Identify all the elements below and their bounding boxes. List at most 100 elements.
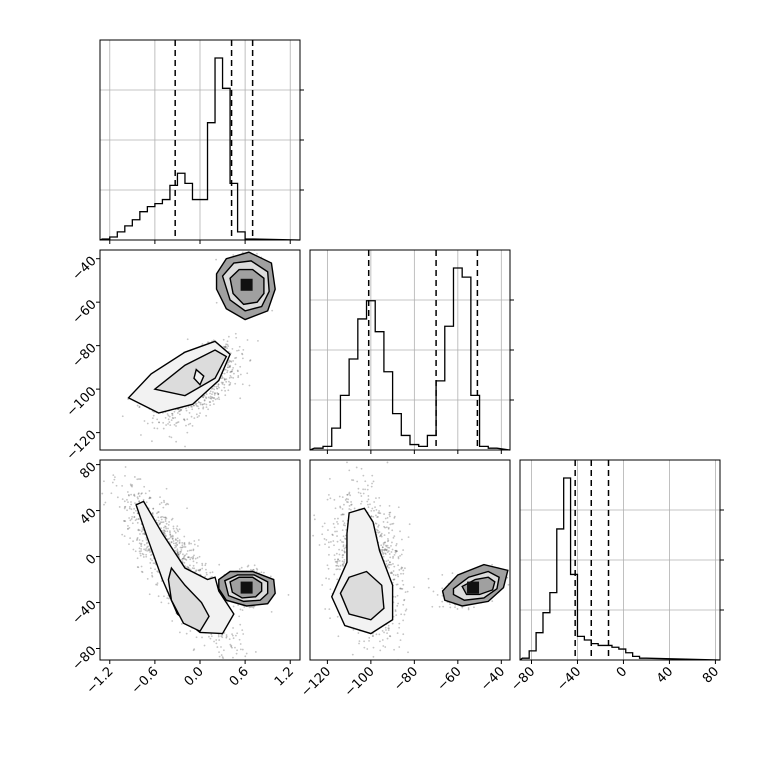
- scatter-point: [186, 431, 189, 434]
- scatter-point: [342, 554, 345, 556]
- scatter-point: [229, 382, 232, 384]
- scatter-point: [140, 543, 142, 546]
- scatter-point: [326, 564, 329, 567]
- scatter-point: [170, 541, 173, 543]
- scatter-point: [136, 557, 139, 560]
- scatter-point: [339, 564, 342, 567]
- scatter-point: [177, 421, 180, 423]
- scatter-point: [202, 396, 205, 399]
- scatter-point: [139, 552, 142, 555]
- scatter-point: [188, 542, 191, 545]
- scatter-point: [177, 553, 180, 556]
- scatter-point: [327, 493, 330, 496]
- scatter-point: [123, 535, 126, 538]
- scatter-point: [218, 563, 221, 566]
- scatter-point: [176, 529, 179, 531]
- scatter-point: [341, 508, 344, 510]
- scatter-point: [230, 360, 233, 363]
- scatter-point: [188, 541, 191, 544]
- scatter-point: [203, 402, 206, 405]
- scatter-point: [157, 516, 160, 519]
- x-tick-label: 0.6: [227, 664, 252, 689]
- scatter-point: [130, 508, 133, 511]
- scatter-point: [123, 500, 126, 503]
- scatter-point: [393, 565, 396, 568]
- scatter-point: [177, 551, 179, 554]
- scatter-point: [348, 469, 351, 472]
- scatter-point: [378, 531, 381, 533]
- scatter-point: [157, 519, 160, 522]
- scatter-point: [171, 535, 174, 538]
- scatter-point: [140, 565, 143, 568]
- scatter-point: [199, 403, 202, 406]
- scatter-point: [242, 633, 245, 635]
- scatter-point: [236, 632, 239, 635]
- scatter-point: [217, 383, 220, 386]
- panel-frame: [309, 249, 511, 451]
- scatter-point: [403, 567, 406, 570]
- scatter-point: [223, 377, 226, 380]
- scatter-point: [327, 541, 330, 544]
- scatter-point: [385, 548, 388, 551]
- scatter-point: [336, 540, 339, 543]
- scatter-point: [186, 338, 189, 341]
- scatter-point: [99, 455, 101, 457]
- scatter-point: [184, 445, 186, 448]
- scatter-point: [392, 522, 395, 525]
- scatter-point: [163, 595, 165, 598]
- scatter-point: [385, 562, 388, 565]
- scatter-point: [241, 357, 244, 360]
- scatter-point: [364, 480, 367, 483]
- scatter-point: [197, 569, 200, 572]
- scatter-point: [214, 392, 217, 395]
- scatter-point: [180, 622, 183, 625]
- scatter-point: [342, 524, 345, 526]
- scatter-point: [218, 386, 220, 389]
- scatter-point: [164, 525, 167, 528]
- panel-frame: [99, 39, 301, 241]
- scatter-point: [402, 572, 405, 575]
- scatter-point: [241, 648, 244, 651]
- scatter-point: [392, 555, 395, 558]
- scatter-point: [223, 386, 226, 389]
- scatter-point: [387, 550, 390, 552]
- scatter-point: [321, 533, 324, 536]
- scatter-point: [343, 551, 346, 553]
- scatter-point: [210, 635, 213, 638]
- scatter-point: [205, 406, 208, 408]
- scatter-point: [149, 562, 152, 564]
- scatter-point: [393, 578, 396, 581]
- scatter-point: [174, 416, 177, 419]
- scatter-point: [222, 338, 225, 341]
- scatter-point: [138, 518, 141, 520]
- scatter-point: [140, 542, 143, 545]
- scatter-point: [188, 549, 191, 552]
- scatter-point: [367, 495, 370, 497]
- scatter-point: [141, 527, 144, 529]
- scatter-point: [397, 557, 400, 560]
- scatter-point: [232, 366, 235, 369]
- scatter-point: [190, 556, 193, 559]
- scatter-point: [168, 521, 171, 523]
- scatter-point: [372, 646, 375, 649]
- scatter-point: [123, 520, 125, 522]
- scatter-point: [228, 366, 231, 368]
- scatter-point: [335, 564, 338, 567]
- scatter-point: [358, 640, 361, 643]
- scatter-point: [343, 550, 346, 553]
- scatter-point: [192, 548, 195, 551]
- scatter-point: [132, 511, 135, 514]
- scatter-point: [372, 635, 374, 637]
- scatter-point: [187, 566, 190, 569]
- scatter-point: [174, 546, 176, 549]
- scatter-point: [382, 542, 385, 545]
- scatter-point: [167, 503, 170, 506]
- scatter-point: [220, 635, 223, 638]
- scatter-point: [356, 480, 359, 483]
- scatter-point: [167, 414, 170, 417]
- scatter-point: [165, 487, 168, 490]
- scatter-point: [360, 495, 363, 497]
- scatter-point: [164, 516, 167, 519]
- scatter-point: [182, 553, 184, 556]
